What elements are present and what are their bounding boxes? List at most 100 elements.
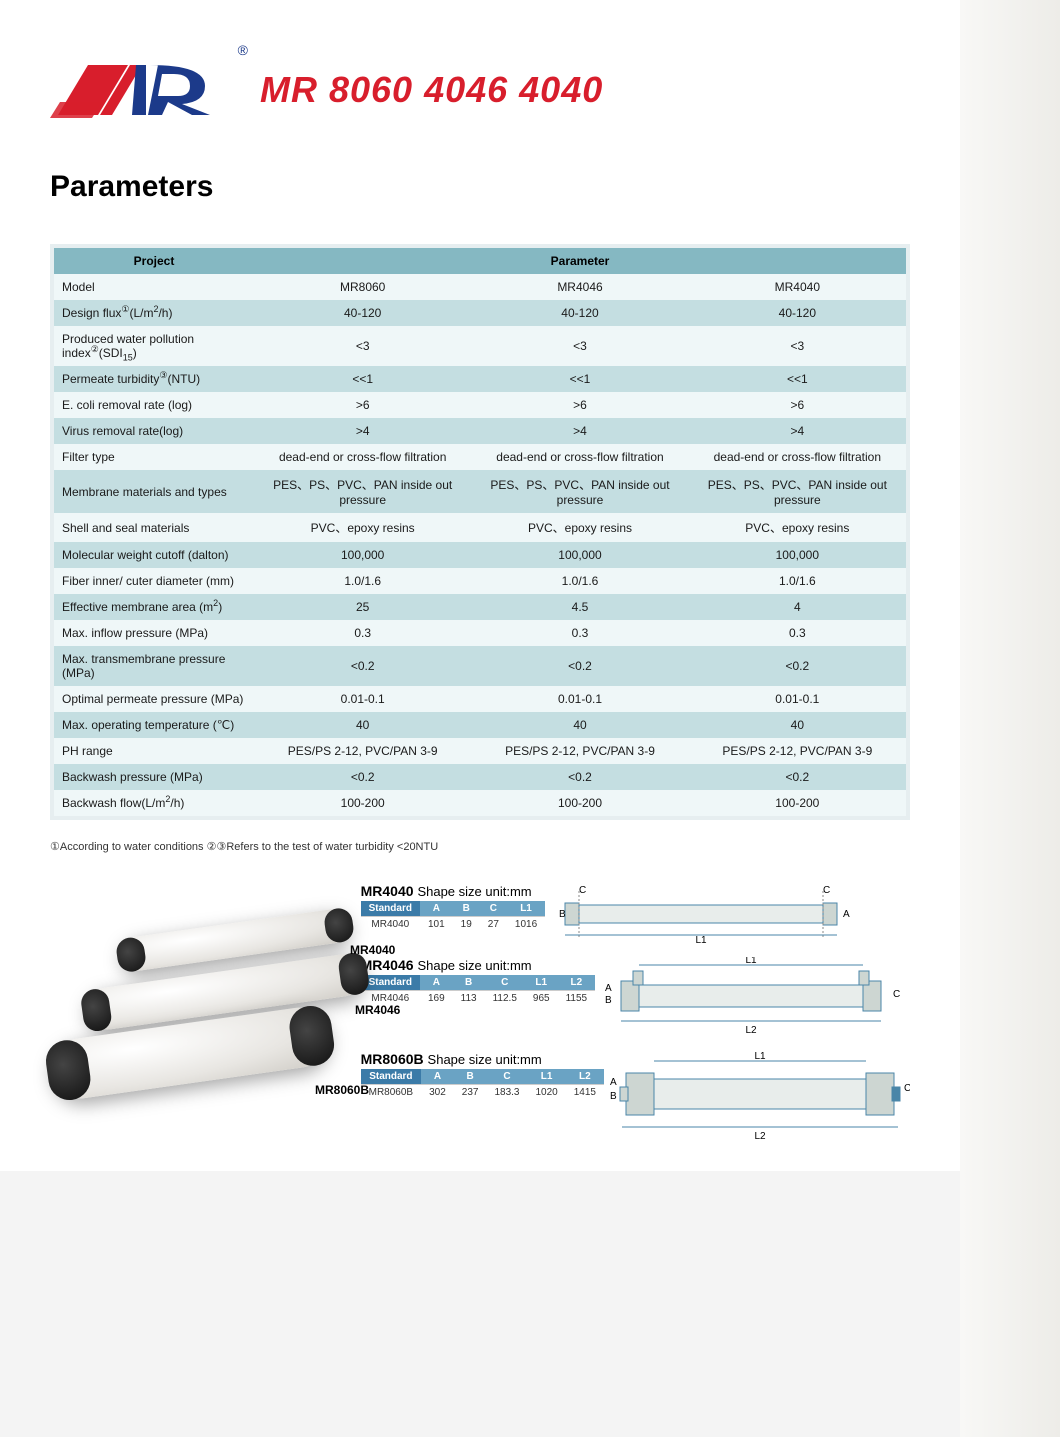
svg-text:A: A: [610, 1077, 617, 1088]
dim-col: Standard: [361, 1069, 421, 1085]
param-value: <0.2: [254, 646, 471, 686]
spec-block: MR4046 Shape size unit:mm StandardABCL1L2…: [361, 957, 910, 1037]
dim-val: 113: [453, 991, 485, 1007]
param-value: 0.01-0.1: [254, 686, 471, 712]
spec-column: MR4040 Shape size unit:mmStandardABCL1MR…: [361, 883, 910, 1141]
dimension-table: StandardABCL1L2MR4046169113112.59651155: [361, 975, 595, 1006]
photo-label-3: MR8060B: [315, 1083, 369, 1097]
param-label: Backwash flow(L/m2/h): [54, 790, 254, 816]
param-value: <<1: [471, 366, 688, 392]
dim-val: MR8060B: [361, 1085, 421, 1101]
param-value: <0.2: [471, 764, 688, 790]
param-value: <3: [689, 326, 906, 366]
param-label: Virus removal rate(log): [54, 418, 254, 444]
param-value: PVC、epoxy resins: [689, 513, 906, 542]
param-label: Permeate turbidity③(NTU): [54, 366, 254, 392]
spec-block: MR8060B Shape size unit:mmStandardABCL1L…: [361, 1051, 910, 1141]
dim-val: 237: [454, 1085, 487, 1101]
col-parameter: Parameter: [254, 248, 906, 274]
param-value: >6: [689, 392, 906, 418]
table-row: Virus removal rate(log)>4>4>4: [54, 418, 906, 444]
dim-val: 27: [480, 917, 507, 933]
dim-col: A: [420, 901, 453, 917]
svg-text:L2: L2: [754, 1131, 766, 1141]
param-value: <<1: [254, 366, 471, 392]
param-value: dead-end or cross-flow filtration: [471, 444, 688, 470]
table-row: Backwash pressure (MPa)<0.2<0.2<0.2: [54, 764, 906, 790]
param-label: Molecular weight cutoff (dalton): [54, 542, 254, 568]
table-row: Membrane materials and typesPES、PS、PVC、P…: [54, 470, 906, 513]
spec-title: MR4046 Shape size unit:mm: [361, 957, 595, 973]
table-row: Optimal permeate pressure (MPa)0.01-0.10…: [54, 686, 906, 712]
table-row: Backwash flow(L/m2/h)100-200100-200100-2…: [54, 790, 906, 816]
param-value: PES/PS 2-12, PVC/PAN 3-9: [689, 738, 906, 764]
diagrams-section: MR4040 MR4046 MR8060B MR4040 Shape size …: [50, 883, 910, 1141]
table-row: Design flux①(L/m2/h)40-12040-12040-120: [54, 300, 906, 326]
table-row: Shell and seal materials PVC、epoxy resins…: [54, 513, 906, 542]
param-value: 1.0/1.6: [471, 568, 688, 594]
dim-col: L1: [507, 901, 545, 917]
dim-val: 302: [421, 1085, 454, 1101]
dimension-table: StandardABCL1L2MR8060B302237183.31020141…: [361, 1069, 604, 1100]
table-row: E. coli removal rate (log)>6>6>6: [54, 392, 906, 418]
param-value: 0.3: [254, 620, 471, 646]
parameters-table: Project Parameter ModelMR8060MR4046MR404…: [54, 248, 906, 816]
table-row: PH rangePES/PS 2-12, PVC/PAN 3-9PES/PS 2…: [54, 738, 906, 764]
param-value: 25: [254, 594, 471, 620]
param-label: Design flux①(L/m2/h): [54, 300, 254, 326]
col-project: Project: [54, 248, 254, 274]
param-value: 0.3: [471, 620, 688, 646]
param-value: >6: [471, 392, 688, 418]
schematic-drawing: A B C L1 L2: [601, 957, 910, 1037]
page-root: ® MR 8060 4046 4040 Parameters Project P…: [0, 0, 960, 1171]
param-label: Effective membrane area (m2): [54, 594, 254, 620]
dim-col: L1: [528, 1069, 566, 1085]
param-label: Shell and seal materials: [54, 513, 254, 542]
spec-title: MR4040 Shape size unit:mm: [361, 883, 546, 899]
dim-col: L2: [558, 975, 596, 991]
param-value: 40-120: [254, 300, 471, 326]
dim-val: 112.5: [485, 991, 525, 1007]
param-value: 100-200: [471, 790, 688, 816]
photo-label-2: MR4046: [355, 1003, 400, 1017]
table-row: ModelMR8060MR4046MR4040: [54, 274, 906, 300]
dim-col: A: [421, 1069, 454, 1085]
dim-val: 169: [420, 991, 453, 1007]
table-row: Max. inflow pressure (MPa)0.30.30.3: [54, 620, 906, 646]
dim-col: B: [453, 901, 480, 917]
schematic-drawing: B A C C L1: [551, 883, 910, 943]
param-value: <3: [471, 326, 688, 366]
param-value: 100,000: [254, 542, 471, 568]
table-row: Filter typedead-end or cross-flow filtra…: [54, 444, 906, 470]
param-value: 1.0/1.6: [254, 568, 471, 594]
param-value: 40: [254, 712, 471, 738]
dim-val: 1016: [507, 917, 545, 933]
header: ® MR 8060 4046 4040: [50, 50, 910, 130]
dim-col: L2: [566, 1069, 604, 1085]
dim-col: A: [420, 975, 453, 991]
param-value: 40-120: [689, 300, 906, 326]
param-value: 40: [471, 712, 688, 738]
param-value: 100,000: [689, 542, 906, 568]
table-row: Max. transmembrane pressure (MPa)<0.2<0.…: [54, 646, 906, 686]
param-value: 0.01-0.1: [689, 686, 906, 712]
param-value: 4.5: [471, 594, 688, 620]
param-value: 0.3: [689, 620, 906, 646]
param-value: 0.01-0.1: [471, 686, 688, 712]
param-value: <0.2: [471, 646, 688, 686]
param-value: PES/PS 2-12, PVC/PAN 3-9: [471, 738, 688, 764]
parameters-table-wrapper: Project Parameter ModelMR8060MR4046MR404…: [50, 244, 910, 820]
dim-col: Standard: [361, 901, 420, 917]
spec-title: MR8060B Shape size unit:mm: [361, 1051, 604, 1067]
photo-label-1: MR4040: [350, 943, 395, 957]
param-value: dead-end or cross-flow filtration: [254, 444, 471, 470]
param-value: PES、PS、PVC、PAN inside out pressure: [471, 470, 688, 513]
param-value: PVC、epoxy resins: [471, 513, 688, 542]
param-value: 100,000: [471, 542, 688, 568]
dim-val: 183.3: [486, 1085, 527, 1101]
product-title: MR 8060 4046 4040: [260, 69, 603, 111]
svg-text:B: B: [559, 909, 566, 920]
table-row: Permeate turbidity③(NTU)<<1<<1<<1: [54, 366, 906, 392]
param-value: <3: [254, 326, 471, 366]
table-row: Molecular weight cutoff (dalton)100,0001…: [54, 542, 906, 568]
